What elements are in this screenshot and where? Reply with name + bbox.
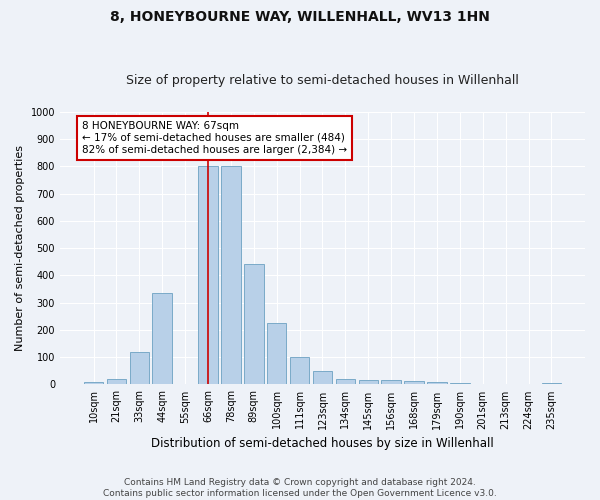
Bar — [359, 380, 378, 384]
Bar — [244, 264, 263, 384]
Bar — [542, 383, 561, 384]
Text: Contains HM Land Registry data © Crown copyright and database right 2024.
Contai: Contains HM Land Registry data © Crown c… — [103, 478, 497, 498]
Bar — [427, 382, 446, 384]
Bar — [130, 352, 149, 384]
X-axis label: Distribution of semi-detached houses by size in Willenhall: Distribution of semi-detached houses by … — [151, 437, 494, 450]
Text: 8, HONEYBOURNE WAY, WILLENHALL, WV13 1HN: 8, HONEYBOURNE WAY, WILLENHALL, WV13 1HN — [110, 10, 490, 24]
Bar — [84, 382, 103, 384]
Bar — [382, 380, 401, 384]
Bar — [221, 166, 241, 384]
Text: 8 HONEYBOURNE WAY: 67sqm
← 17% of semi-detached houses are smaller (484)
82% of : 8 HONEYBOURNE WAY: 67sqm ← 17% of semi-d… — [82, 122, 347, 154]
Y-axis label: Number of semi-detached properties: Number of semi-detached properties — [15, 145, 25, 351]
Bar — [152, 293, 172, 384]
Bar — [404, 381, 424, 384]
Bar — [450, 383, 470, 384]
Bar — [290, 357, 309, 384]
Bar — [198, 166, 218, 384]
Bar — [267, 323, 286, 384]
Title: Size of property relative to semi-detached houses in Willenhall: Size of property relative to semi-detach… — [126, 74, 519, 87]
Bar — [107, 379, 126, 384]
Bar — [313, 372, 332, 384]
Bar — [335, 379, 355, 384]
